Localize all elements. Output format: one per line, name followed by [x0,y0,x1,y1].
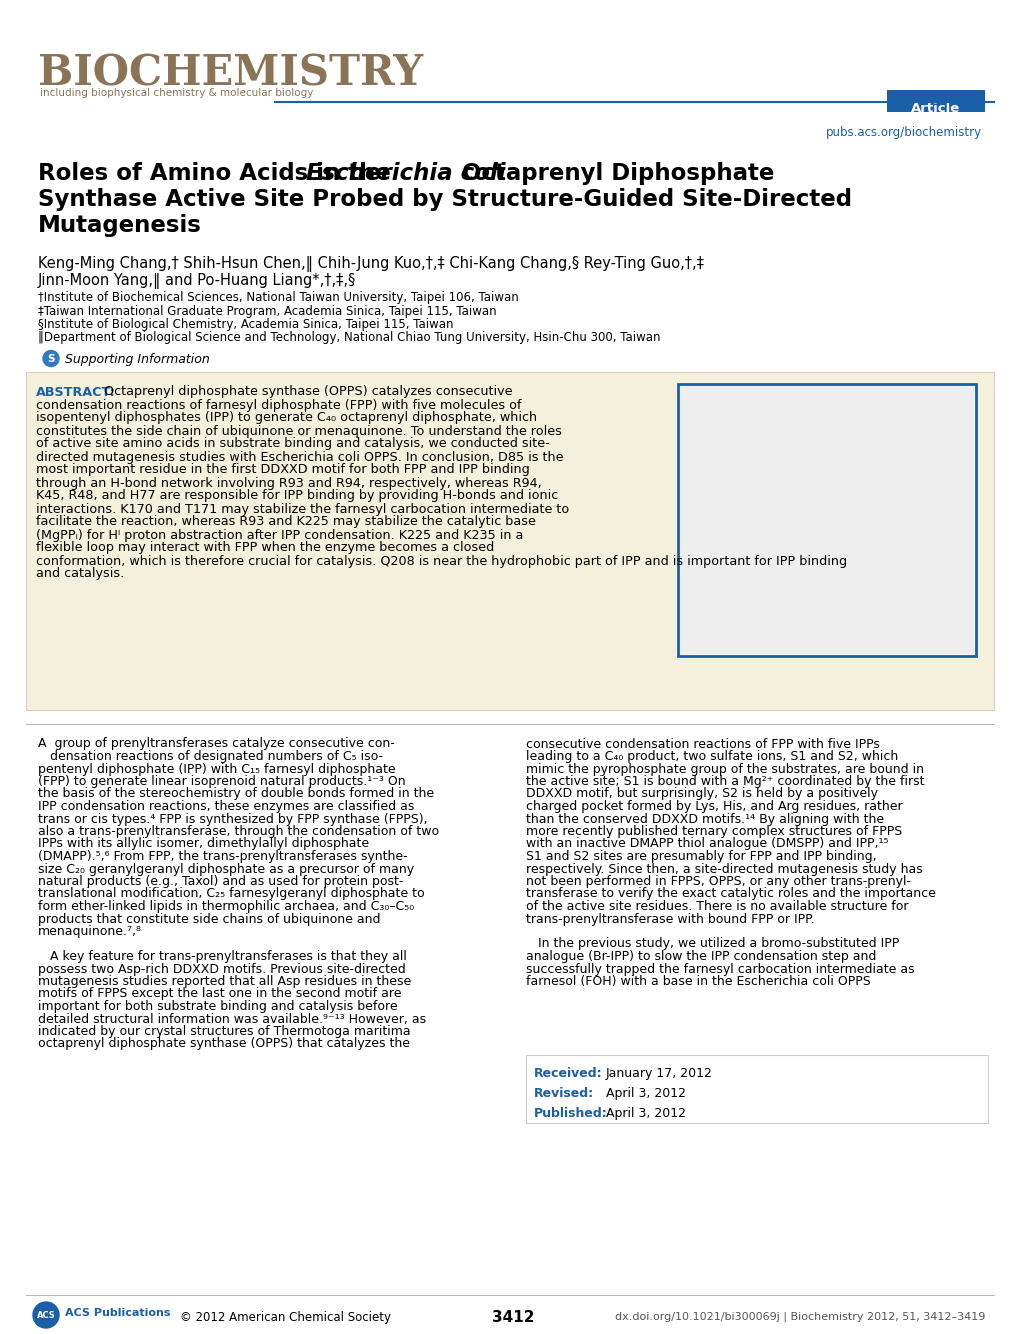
Text: detailed structural information was available.⁹⁻¹³ However, as: detailed structural information was avai… [38,1013,426,1026]
Text: trans-prenyltransferase with bound FPP or IPP.: trans-prenyltransferase with bound FPP o… [526,912,814,926]
Text: directed mutagenesis studies with Escherichia coli OPPS. In conclusion, D85 is t: directed mutagenesis studies with Escher… [36,451,562,463]
Text: †Institute of Biochemical Sciences, National Taiwan University, Taipei 106, Taiw: †Institute of Biochemical Sciences, Nati… [38,291,519,304]
Text: ACS: ACS [37,1310,55,1319]
Text: mutagenesis studies reported that all Asp residues in these: mutagenesis studies reported that all As… [38,975,411,988]
Text: BIOCHEMISTRY: BIOCHEMISTRY [38,52,423,93]
Text: K45, R48, and H77 are responsible for IPP binding by providing H-bonds and ionic: K45, R48, and H77 are responsible for IP… [36,490,557,503]
Text: Octaprenyl Diphosphate: Octaprenyl Diphosphate [453,161,773,185]
Text: §Institute of Biological Chemistry, Academia Sinica, Taipei 115, Taiwan: §Institute of Biological Chemistry, Acad… [38,317,453,331]
Text: not been performed in FPPS, OPPS, or any other trans-prenyl-: not been performed in FPPS, OPPS, or any… [526,875,910,888]
Text: Received:: Received: [534,1067,602,1081]
Text: mimic the pyrophosphate group of the substrates, are bound in: mimic the pyrophosphate group of the sub… [526,763,923,775]
Text: consecutive condensation reactions of FPP with five IPPs: consecutive condensation reactions of FP… [526,738,879,751]
FancyBboxPatch shape [887,89,984,112]
Text: Synthase Active Site Probed by Structure-Guided Site-Directed: Synthase Active Site Probed by Structure… [38,188,851,211]
Text: conformation, which is therefore crucial for catalysis. Q208 is near the hydroph: conformation, which is therefore crucial… [36,555,847,567]
Text: constitutes the side chain of ubiquinone or menaquinone. To understand the roles: constitutes the side chain of ubiquinone… [36,424,561,438]
Text: 3412: 3412 [491,1310,534,1325]
Text: also a trans-prenyltransferase, through the condensation of two: also a trans-prenyltransferase, through … [38,824,439,838]
Text: isopentenyl diphosphates (IPP) to generate C₄₀ octaprenyl diphosphate, which: isopentenyl diphosphates (IPP) to genera… [36,411,537,424]
Text: In the previous study, we utilized a bromo-substituted IPP: In the previous study, we utilized a bro… [526,938,899,951]
Text: translational modification, C₂₅ farnesylgeranyl diphosphate to: translational modification, C₂₅ farnesyl… [38,887,424,900]
Text: trans or cis types.⁴ FPP is synthesized by FPP synthase (FPPS),: trans or cis types.⁴ FPP is synthesized … [38,812,427,826]
Text: January 17, 2012: January 17, 2012 [605,1067,712,1081]
Text: farnesol (FOH) with a base in the Escherichia coli OPPS: farnesol (FOH) with a base in the Escher… [526,975,870,988]
Text: ‡Taiwan International Graduate Program, Academia Sinica, Taipei 115, Taiwan: ‡Taiwan International Graduate Program, … [38,304,496,317]
Text: DDXXD motif, but surprisingly, S2 is held by a positively: DDXXD motif, but surprisingly, S2 is hel… [526,787,877,800]
Text: octaprenyl diphosphate synthase (OPPS) that catalyzes the: octaprenyl diphosphate synthase (OPPS) t… [38,1038,410,1050]
Text: successfully trapped the farnesyl carbocation intermediate as: successfully trapped the farnesyl carboc… [526,963,914,975]
Text: and catalysis.: and catalysis. [36,567,124,580]
Text: © 2012 American Chemical Society: © 2012 American Chemical Society [179,1310,390,1323]
Text: IPPs with its allylic isomer, dimethylallyl diphosphate: IPPs with its allylic isomer, dimethylal… [38,838,369,851]
Text: indicated by our crystal structures of Thermotoga maritima: indicated by our crystal structures of T… [38,1025,411,1038]
FancyBboxPatch shape [526,1055,987,1123]
Text: Jinn-Moon Yang,‖ and Po-Huang Liang*,†,‡,§: Jinn-Moon Yang,‖ and Po-Huang Liang*,†,‡… [38,273,356,289]
Text: A key feature for trans-prenyltransferases is that they all: A key feature for trans-prenyltransferas… [38,950,407,963]
Text: respectively. Since then, a site-directed mutagenesis study has: respectively. Since then, a site-directe… [526,863,922,875]
Text: ACS Publications: ACS Publications [65,1309,170,1318]
Text: IPP condensation reactions, these enzymes are classified as: IPP condensation reactions, these enzyme… [38,800,414,812]
Text: form ether-linked lipids in thermophilic archaea, and C₃₀–C₅₀: form ether-linked lipids in thermophilic… [38,900,414,912]
Text: Roles of Amino Acids in the: Roles of Amino Acids in the [38,161,398,185]
Text: important for both substrate binding and catalysis before: important for both substrate binding and… [38,1000,397,1013]
Text: size C₂₀ geranylgeranyl diphosphate as a precursor of many: size C₂₀ geranylgeranyl diphosphate as a… [38,863,414,875]
Text: most important residue in the first DDXXD motif for both FPP and IPP binding: most important residue in the first DDXX… [36,463,529,476]
Text: S1 and S2 sites are presumably for FPP and IPP binding,: S1 and S2 sites are presumably for FPP a… [526,850,875,863]
Text: Revised:: Revised: [534,1087,593,1101]
FancyBboxPatch shape [680,386,973,654]
Text: dx.doi.org/10.1021/bi300069j | Biochemistry 2012, 51, 3412–3419: dx.doi.org/10.1021/bi300069j | Biochemis… [614,1311,984,1322]
Text: pubs.acs.org/biochemistry: pubs.acs.org/biochemistry [825,125,981,139]
Text: through an H-bond network involving R93 and R94, respectively, whereas R94,: through an H-bond network involving R93 … [36,476,541,490]
Text: natural products (e.g., Taxol) and as used for protein post-: natural products (e.g., Taxol) and as us… [38,875,403,888]
Text: interactions. K170 and T171 may stabilize the farnesyl carbocation intermediate : interactions. K170 and T171 may stabiliz… [36,503,569,515]
Text: products that constitute side chains of ubiquinone and: products that constitute side chains of … [38,912,380,926]
Text: leading to a C₄₀ product, two sulfate ions, S1 and S2, which: leading to a C₄₀ product, two sulfate io… [526,750,898,763]
Text: with an inactive DMAPP thiol analogue (DMSPP) and IPP,¹⁵: with an inactive DMAPP thiol analogue (D… [526,838,888,851]
Text: menaquinone.⁷,⁸: menaquinone.⁷,⁸ [38,924,142,938]
Text: Escherichia coli: Escherichia coli [306,161,505,185]
Text: ‖Department of Biological Science and Technology, National Chiao Tung University: ‖Department of Biological Science and Te… [38,332,660,344]
Circle shape [33,1302,59,1329]
Text: (FPP) to generate linear isoprenoid natural products.¹⁻³ On: (FPP) to generate linear isoprenoid natu… [38,775,406,788]
Text: motifs of FPPS except the last one in the second motif are: motifs of FPPS except the last one in th… [38,987,401,1000]
Text: charged pocket formed by Lys, His, and Arg residues, rather: charged pocket formed by Lys, His, and A… [526,800,902,812]
Text: S: S [47,354,55,363]
Text: Published:: Published: [534,1107,607,1121]
Text: analogue (Br-IPP) to slow the IPP condensation step and: analogue (Br-IPP) to slow the IPP conden… [526,950,875,963]
Text: (MgPPᵢ) for Hᴵ proton abstraction after IPP condensation. K225 and K235 in a: (MgPPᵢ) for Hᴵ proton abstraction after … [36,528,523,542]
Text: more recently published ternary complex structures of FPPS: more recently published ternary complex … [526,824,902,838]
Text: condensation reactions of farnesyl diphosphate (FPP) with five molecules of: condensation reactions of farnesyl dipho… [36,399,521,411]
Text: Mutagenesis: Mutagenesis [38,213,202,237]
Text: densation reactions of designated numbers of C₅ iso-: densation reactions of designated number… [38,750,382,763]
Text: ABSTRACT:: ABSTRACT: [36,386,115,399]
Text: April 3, 2012: April 3, 2012 [605,1087,686,1101]
Text: the basis of the stereochemistry of double bonds formed in the: the basis of the stereochemistry of doub… [38,787,434,800]
Text: April 3, 2012: April 3, 2012 [605,1107,686,1121]
Text: the active site; S1 is bound with a Mg²⁺ coordinated by the first: the active site; S1 is bound with a Mg²⁺… [526,775,923,788]
Text: possess two Asp-rich DDXXD motifs. Previous site-directed: possess two Asp-rich DDXXD motifs. Previ… [38,963,406,975]
Text: Keng-Ming Chang,† Shih-Hsun Chen,‖ Chih-Jung Kuo,†,‡ Chi-Kang Chang,§ Rey-Ting G: Keng-Ming Chang,† Shih-Hsun Chen,‖ Chih-… [38,256,703,272]
Circle shape [43,351,59,367]
Text: facilitate the reaction, whereas R93 and K225 may stabilize the catalytic base: facilitate the reaction, whereas R93 and… [36,515,535,528]
Text: Supporting Information: Supporting Information [65,352,210,366]
Text: including biophysical chemistry & molecular biology: including biophysical chemistry & molecu… [40,88,313,97]
Text: flexible loop may interact with FPP when the enzyme becomes a closed: flexible loop may interact with FPP when… [36,542,494,555]
Text: than the conserved DDXXD motifs.¹⁴ By aligning with the: than the conserved DDXXD motifs.¹⁴ By al… [526,812,883,826]
FancyBboxPatch shape [25,371,994,710]
Text: (DMAPP).⁵,⁶ From FPP, the trans-prenyltransferases synthe-: (DMAPP).⁵,⁶ From FPP, the trans-prenyltr… [38,850,408,863]
Text: transferase to verify the exact catalytic roles and the importance: transferase to verify the exact catalyti… [526,887,935,900]
Text: Article: Article [911,101,960,115]
Text: A  group of prenyltransferases catalyze consecutive con-: A group of prenyltransferases catalyze c… [38,738,394,751]
Text: pentenyl diphosphate (IPP) with C₁₅ farnesyl diphosphate: pentenyl diphosphate (IPP) with C₁₅ farn… [38,763,395,775]
FancyBboxPatch shape [678,383,975,655]
Text: Octaprenyl diphosphate synthase (OPPS) catalyzes consecutive: Octaprenyl diphosphate synthase (OPPS) c… [104,386,512,399]
Text: of active site amino acids in substrate binding and catalysis, we conducted site: of active site amino acids in substrate … [36,438,549,451]
Text: of the active site residues. There is no available structure for: of the active site residues. There is no… [526,900,908,912]
